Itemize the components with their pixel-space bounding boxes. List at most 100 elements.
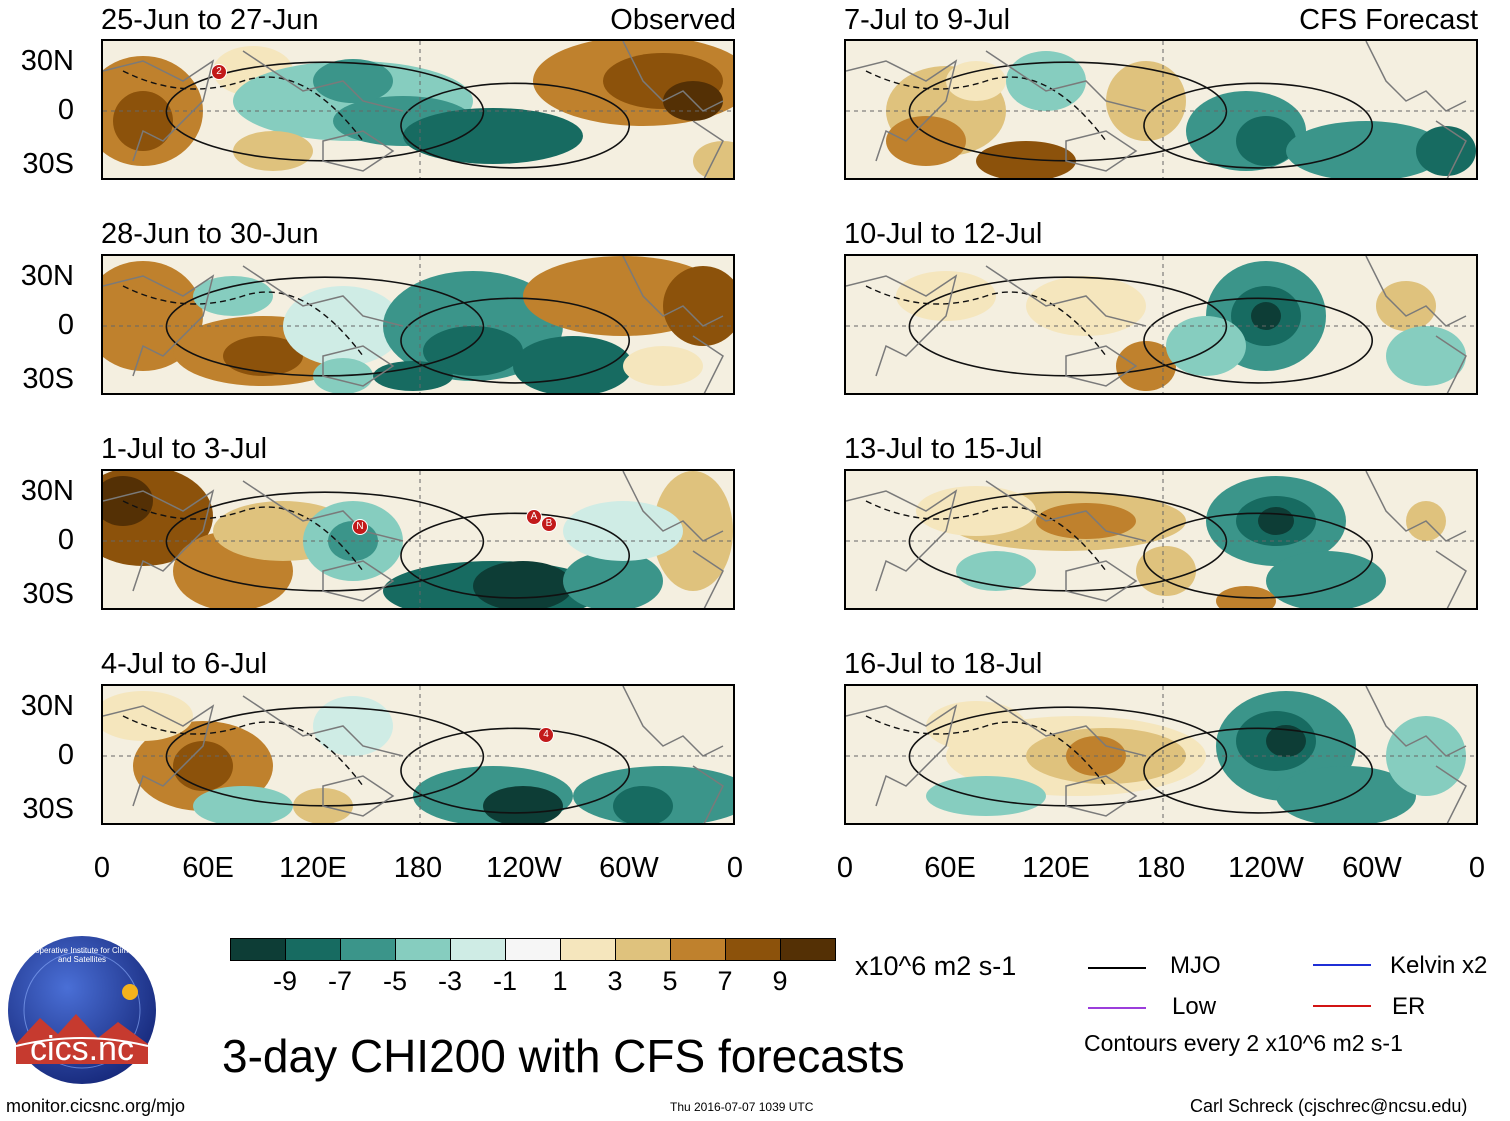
negative-contour	[865, 70, 1107, 142]
anomaly-field	[846, 471, 1476, 608]
main-title: 3-day CHI200 with CFS forecasts	[222, 1030, 905, 1082]
lon-label: 120E	[1022, 852, 1090, 884]
lat-label-eq: 0	[57, 309, 74, 341]
panel-title-fc-1: 7-Jul to 9-Jul	[844, 4, 1011, 36]
lat-label-eq: 0	[57, 524, 74, 556]
lon-label: 180	[393, 852, 443, 884]
anomaly-blob	[1266, 725, 1306, 757]
panel-title-fc-2: 10-Jul to 12-Jul	[844, 218, 1043, 250]
lon-label: 0	[726, 852, 744, 884]
map-panel-obs-2	[101, 254, 735, 395]
lat-label-30s: 30S	[22, 793, 74, 825]
lat-label-eq: 0	[57, 94, 74, 126]
coastline	[103, 41, 724, 178]
anomaly-blob	[1236, 116, 1296, 166]
anomaly-blob	[403, 108, 583, 164]
colorbar-label: 3	[607, 966, 623, 996]
footer-timestamp: Thu 2016-07-07 1039 UTC	[670, 1100, 814, 1114]
anomaly-field	[103, 256, 733, 393]
negative-contour	[865, 715, 1107, 787]
colorbar-label: 9	[772, 966, 788, 996]
colorbar-swatch	[560, 938, 616, 961]
coastline	[846, 686, 1467, 823]
mjo-contour	[1143, 82, 1374, 169]
panel-title-obs-2: 28-Jun to 30-Jun	[101, 218, 319, 250]
coastline	[846, 41, 1467, 178]
panel-title-fc-3: 13-Jul to 15-Jul	[844, 433, 1043, 465]
anomaly-blob	[473, 561, 573, 608]
lat-label-30n: 30N	[20, 45, 74, 77]
anomaly-blob	[946, 61, 1006, 101]
colorbar-swatch	[725, 938, 781, 961]
negative-contour	[865, 285, 1107, 357]
cics-logo: Cooperative Institute for Climate and Sa…	[6, 934, 158, 1086]
anomaly-blob	[1266, 551, 1386, 608]
anomaly-blob	[1386, 326, 1466, 386]
panel-title-obs-1: 25-Jun to 27-Jun	[101, 4, 319, 36]
panel-tag-observed: Observed	[610, 4, 736, 36]
mjo-contour	[400, 512, 631, 599]
mjo-contour	[1143, 727, 1374, 814]
anomaly-blob	[623, 346, 703, 386]
panel-title-obs-3: 1-Jul to 3-Jul	[101, 433, 268, 465]
lon-label: 60W	[1342, 852, 1402, 884]
coastline	[103, 471, 724, 608]
map-panel-fc-4	[844, 684, 1478, 825]
legend-swatch-kelvin	[1313, 964, 1371, 966]
legend-label-mjo: MJO	[1170, 952, 1221, 979]
storm-marker: B	[541, 516, 557, 532]
anomaly-field	[103, 41, 733, 178]
mjo-contour	[400, 727, 631, 814]
anomaly-blob	[563, 551, 663, 608]
colorbar-swatch	[230, 938, 286, 961]
mjo-contour	[400, 297, 631, 384]
lat-label-30n: 30N	[20, 475, 74, 507]
negative-contour	[122, 70, 364, 142]
negative-contour	[122, 500, 364, 572]
anomaly-blob	[483, 786, 563, 823]
panel-tag-cfs-forecast: CFS Forecast	[1299, 4, 1478, 36]
legend-label-kelvin: Kelvin x2	[1390, 952, 1488, 979]
anomaly-blob	[1116, 341, 1176, 391]
legend-label-low: Low	[1172, 993, 1217, 1020]
anomaly-field	[846, 256, 1476, 393]
map-panel-obs-1: 2	[101, 39, 735, 180]
legend-swatch-er	[1313, 1005, 1371, 1007]
lon-label: 60E	[182, 852, 234, 884]
anomaly-blob	[926, 701, 1026, 751]
anomaly-blob	[373, 361, 453, 391]
logo-text: cics.nc	[30, 1030, 134, 1068]
coastline	[103, 256, 724, 393]
cics-globe-icon	[8, 936, 156, 1084]
anomaly-blob	[1036, 503, 1136, 539]
colorbar-swatch	[285, 938, 341, 961]
lat-label-30s: 30S	[22, 148, 74, 180]
anomaly-blob	[1166, 316, 1246, 376]
lon-label: 120W	[486, 852, 562, 884]
anomaly-blob	[1106, 61, 1186, 141]
lat-label-30n: 30N	[20, 690, 74, 722]
mjo-contour	[1143, 512, 1374, 599]
anomaly-blob	[313, 59, 393, 103]
colorbar-label: 1	[552, 966, 568, 996]
colorbar-swatch	[340, 938, 396, 961]
lon-label: 120E	[279, 852, 347, 884]
anomaly-blob	[916, 486, 1036, 536]
anomaly-field	[103, 686, 733, 823]
anomaly-field	[846, 41, 1476, 178]
lat-label-30s: 30S	[22, 363, 74, 395]
colorbar-label: 5	[662, 966, 678, 996]
colorbar-label: -3	[437, 966, 462, 996]
anomaly-blob	[1376, 281, 1436, 331]
anomaly-blob	[233, 131, 313, 171]
anomaly-blob	[563, 501, 683, 561]
colorbar-label: -9	[272, 966, 297, 996]
anomaly-blob	[1006, 51, 1086, 111]
legend-label-er: ER	[1392, 993, 1426, 1020]
mjo-contour	[1143, 297, 1374, 384]
anomaly-blob	[193, 276, 273, 316]
anomaly-blob	[513, 336, 633, 393]
lat-label-30s: 30S	[22, 578, 74, 610]
anomaly-blob	[193, 786, 293, 823]
storm-marker: N	[352, 519, 368, 535]
